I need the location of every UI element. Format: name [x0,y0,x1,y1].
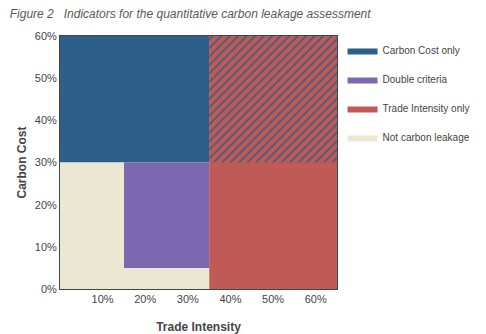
svg-text:10%: 10% [35,241,57,253]
svg-text:60%: 60% [35,30,57,42]
svg-text:Trade Intensity: Trade Intensity [156,320,241,334]
svg-text:Carbon Cost: Carbon Cost [15,126,29,198]
svg-text:Not carbon leakage: Not carbon leakage [383,132,470,143]
svg-text:50%: 50% [35,72,57,84]
svg-text:30%: 30% [35,156,57,168]
svg-text:0%: 0% [41,283,57,295]
svg-text:Double criteria: Double criteria [383,74,448,85]
svg-text:60%: 60% [305,293,327,305]
svg-text:Carbon Cost only: Carbon Cost only [383,45,460,56]
svg-text:10%: 10% [92,293,114,305]
svg-text:Figure 2 Indicators for the: Figure 2 Indicators for the quantitative… [10,7,372,21]
svg-text:40%: 40% [35,114,57,126]
svg-text:20%: 20% [134,293,156,305]
svg-text:30%: 30% [177,293,199,305]
svg-text:Trade Intensity only: Trade Intensity only [383,103,470,114]
svg-text:40%: 40% [219,293,241,305]
svg-text:20%: 20% [35,199,57,211]
svg-text:50%: 50% [262,293,284,305]
